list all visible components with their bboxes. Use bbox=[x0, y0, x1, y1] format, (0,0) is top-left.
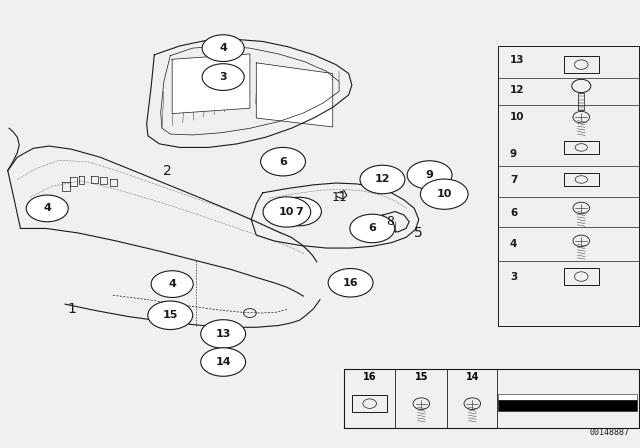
Ellipse shape bbox=[148, 301, 193, 330]
Text: 15: 15 bbox=[163, 310, 178, 320]
Text: 7: 7 bbox=[295, 207, 303, 216]
Text: 3: 3 bbox=[220, 72, 227, 82]
Text: 7: 7 bbox=[510, 175, 517, 185]
Polygon shape bbox=[256, 63, 333, 127]
Bar bbox=[564, 141, 599, 154]
Text: 1: 1 bbox=[67, 302, 76, 315]
Bar bbox=[564, 268, 599, 285]
Text: 2: 2 bbox=[163, 164, 172, 177]
Text: 4: 4 bbox=[168, 279, 176, 289]
Ellipse shape bbox=[276, 197, 321, 226]
Ellipse shape bbox=[437, 187, 451, 194]
Ellipse shape bbox=[360, 165, 405, 194]
Text: 4: 4 bbox=[510, 239, 517, 249]
Ellipse shape bbox=[26, 195, 68, 222]
Ellipse shape bbox=[202, 35, 244, 61]
Text: 6: 6 bbox=[368, 224, 376, 233]
Text: 4: 4 bbox=[44, 203, 51, 213]
Text: 5: 5 bbox=[414, 226, 423, 240]
Bar bbox=[352, 395, 387, 412]
Text: 10: 10 bbox=[436, 189, 452, 199]
Text: 6: 6 bbox=[279, 157, 287, 167]
Text: 4: 4 bbox=[220, 43, 227, 53]
Text: 10: 10 bbox=[279, 207, 294, 217]
Text: 13: 13 bbox=[510, 55, 524, 65]
Text: 12: 12 bbox=[374, 174, 390, 185]
Bar bbox=[564, 173, 599, 186]
Bar bbox=[499, 394, 637, 400]
Text: 16: 16 bbox=[363, 372, 376, 382]
Text: 14: 14 bbox=[465, 372, 479, 382]
Text: 12: 12 bbox=[510, 86, 524, 95]
Ellipse shape bbox=[201, 348, 246, 376]
Bar bbox=[578, 93, 584, 111]
Text: 6: 6 bbox=[510, 208, 517, 218]
Text: 16: 16 bbox=[343, 278, 358, 288]
Text: 3: 3 bbox=[510, 272, 517, 282]
Polygon shape bbox=[172, 54, 250, 114]
Text: 8: 8 bbox=[386, 215, 394, 228]
Ellipse shape bbox=[201, 320, 246, 348]
Ellipse shape bbox=[350, 214, 395, 243]
Text: 00148887: 00148887 bbox=[589, 428, 629, 437]
Text: 10: 10 bbox=[510, 112, 524, 122]
Bar bbox=[564, 56, 599, 73]
Ellipse shape bbox=[260, 147, 305, 176]
Ellipse shape bbox=[263, 197, 310, 227]
Ellipse shape bbox=[422, 167, 438, 176]
Text: 11: 11 bbox=[332, 191, 347, 204]
Ellipse shape bbox=[328, 268, 373, 297]
Ellipse shape bbox=[420, 179, 468, 209]
Text: 15: 15 bbox=[415, 372, 428, 382]
Ellipse shape bbox=[407, 161, 452, 189]
Ellipse shape bbox=[151, 271, 193, 297]
Bar bbox=[499, 400, 637, 411]
Text: 14: 14 bbox=[215, 357, 231, 367]
Ellipse shape bbox=[202, 64, 244, 90]
Text: 9: 9 bbox=[426, 170, 433, 180]
Text: 13: 13 bbox=[216, 329, 231, 339]
Text: 9: 9 bbox=[510, 149, 517, 159]
